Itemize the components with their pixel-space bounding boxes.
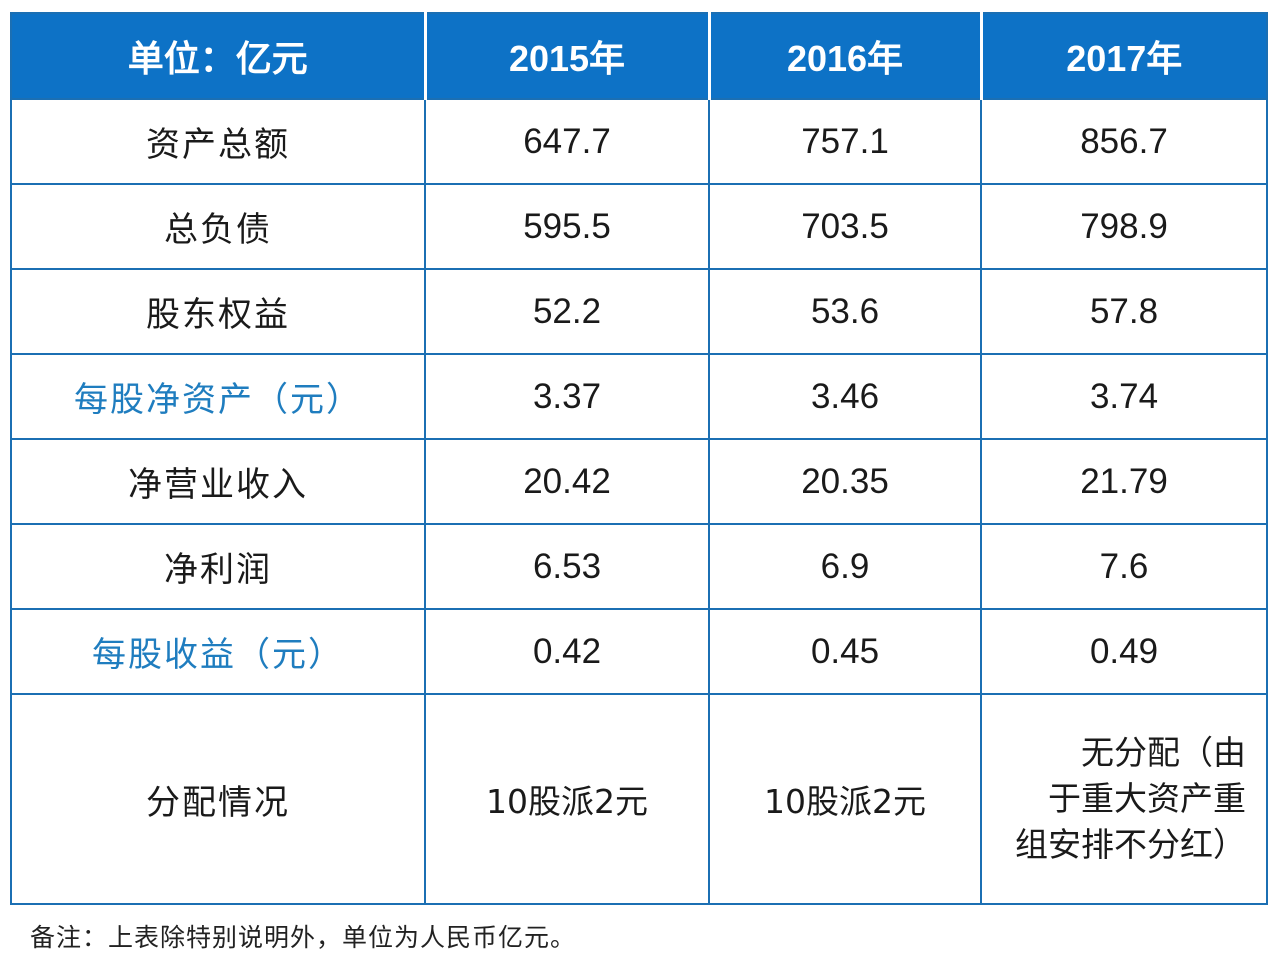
table-row-eps: 每股收益（元） 0.42 0.45 0.49 [10, 608, 1268, 695]
value-2015: 0.42 [424, 608, 710, 695]
value-2016: 3.46 [708, 353, 982, 440]
value-2015: 595.5 [424, 183, 710, 270]
row-label: 总负债 [10, 183, 426, 270]
table-row-total-liabilities: 总负债 595.5 703.5 798.9 [10, 183, 1268, 270]
value-2016: 6.9 [708, 523, 982, 610]
year-header-2016: 2016年 [707, 12, 982, 100]
value-2015: 3.37 [424, 353, 710, 440]
row-label: 每股净资产（元） [10, 353, 426, 440]
value-2017: 3.74 [980, 353, 1268, 440]
value-2017: 57.8 [980, 268, 1268, 355]
distribution-2017-line: 无分配（由 [1081, 733, 1246, 772]
year-header-2015: 2015年 [423, 12, 710, 100]
footnote: 备注：上表除特别说明外，单位为人民币亿元。 [30, 923, 577, 952]
value-2017: 21.79 [980, 438, 1268, 525]
value-2015: 52.2 [424, 268, 710, 355]
table-row-total-assets: 资产总额 647.7 757.1 856.7 [10, 98, 1268, 185]
unit-header-cell: 单位：亿元 [10, 12, 426, 100]
value-2016: 53.6 [708, 268, 982, 355]
table-row-distribution: 分配情况 10股派2元 10股派2元 无分配（由 于重大资产重 组安排不分红） [10, 693, 1268, 905]
table-row-nav-per-share: 每股净资产（元） 3.37 3.46 3.74 [10, 353, 1268, 440]
value-2016: 20.35 [708, 438, 982, 525]
value-2015: 20.42 [424, 438, 710, 525]
distribution-2017-line: 组安排不分红） [1015, 825, 1246, 864]
row-label: 每股收益（元） [10, 608, 426, 695]
row-label: 分配情况 [10, 693, 426, 905]
row-label: 资产总额 [10, 98, 426, 185]
table-header-row: 单位：亿元 2015年 2016年 2017年 [10, 12, 1268, 100]
value-2017: 0.49 [980, 608, 1268, 695]
value-2017: 856.7 [980, 98, 1268, 185]
table-row-net-revenue: 净营业收入 20.42 20.35 21.79 [10, 438, 1268, 525]
value-2017: 798.9 [980, 183, 1268, 270]
financial-summary-table: 单位：亿元 2015年 2016年 2017年 资产总额 647.7 757.1… [10, 12, 1268, 905]
value-2017: 7.6 [980, 523, 1268, 610]
year-header-2017: 2017年 [979, 12, 1268, 100]
value-2016: 10股派2元 [708, 693, 982, 905]
value-2016: 703.5 [708, 183, 982, 270]
row-label: 净营业收入 [10, 438, 426, 525]
table-row-shareholder-equity: 股东权益 52.2 53.6 57.8 [10, 268, 1268, 355]
value-2016: 757.1 [708, 98, 982, 185]
row-label: 股东权益 [10, 268, 426, 355]
value-2017: 无分配（由 于重大资产重 组安排不分红） [980, 693, 1268, 905]
value-2015: 6.53 [424, 523, 710, 610]
value-2015: 10股派2元 [424, 693, 710, 905]
value-2015: 647.7 [424, 98, 710, 185]
distribution-2017-line: 于重大资产重 [1048, 779, 1246, 818]
value-2016: 0.45 [708, 608, 982, 695]
table-row-net-profit: 净利润 6.53 6.9 7.6 [10, 523, 1268, 610]
row-label: 净利润 [10, 523, 426, 610]
